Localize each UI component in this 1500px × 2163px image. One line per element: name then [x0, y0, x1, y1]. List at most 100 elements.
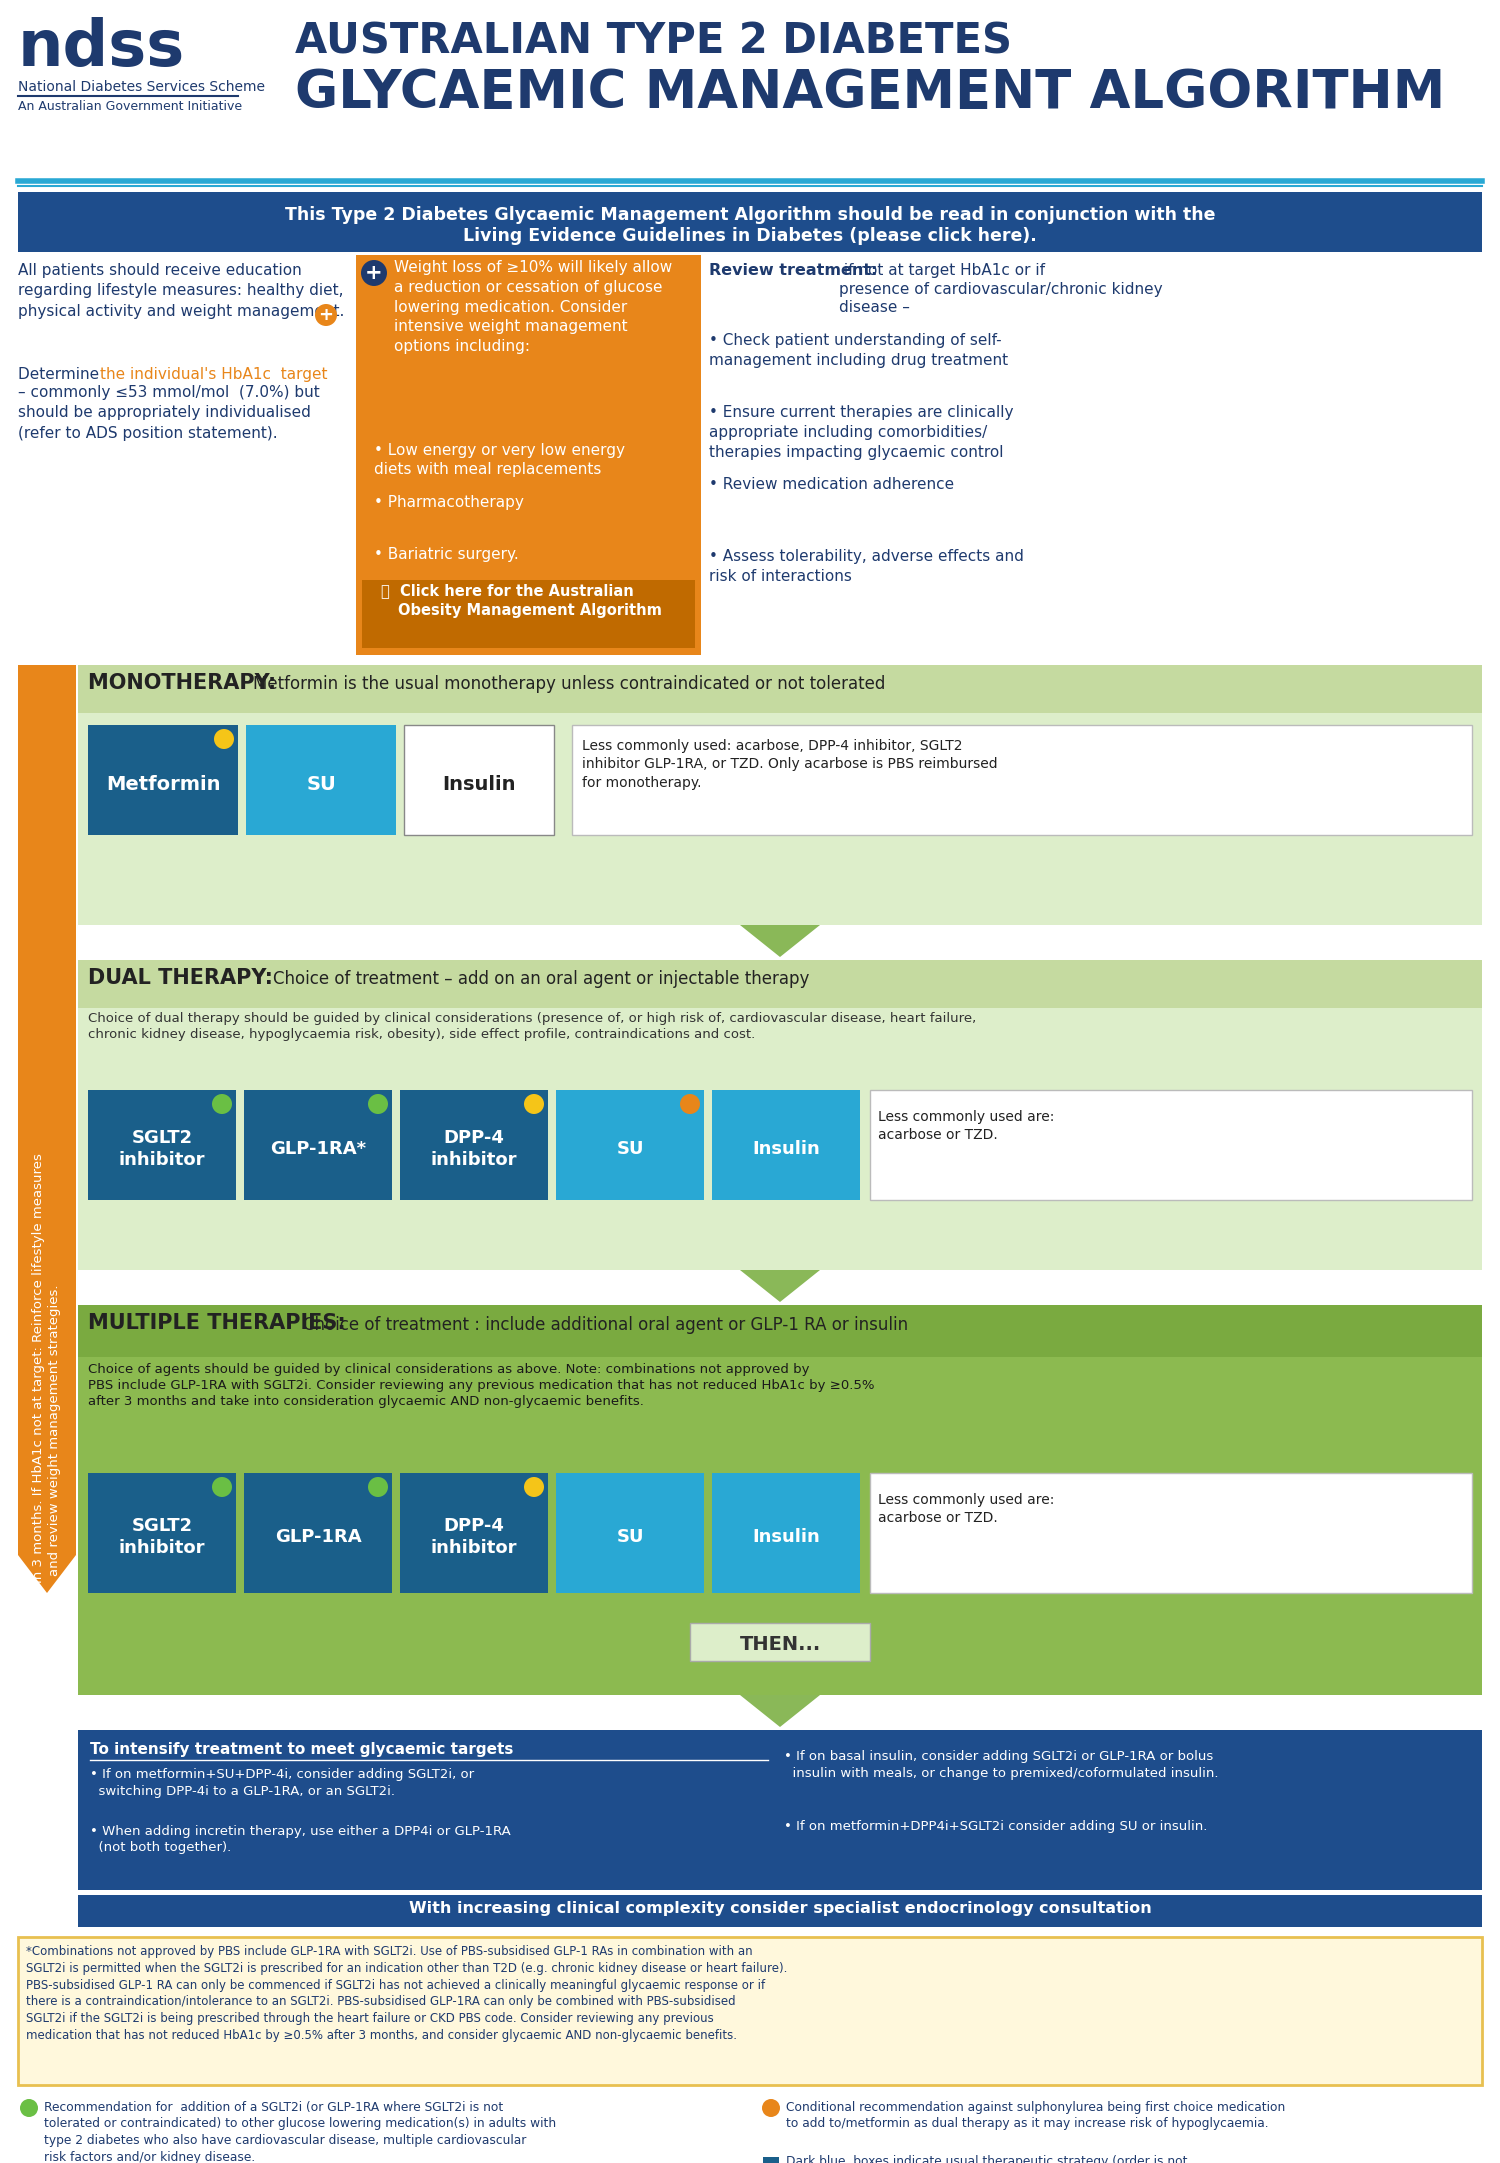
- Bar: [18, 664, 76, 1555]
- Bar: [88, 1090, 236, 1200]
- Text: Choice of agents should be guided by clinical considerations as above. Note: com: Choice of agents should be guided by cli…: [88, 1363, 874, 1408]
- Text: Review treatment in 3 months. If HbA1c not at target: Reinforce lifestyle measur: Review treatment in 3 months. If HbA1c n…: [33, 1153, 62, 1707]
- Circle shape: [368, 1477, 388, 1497]
- Bar: [764, 2157, 778, 2163]
- Text: Less commonly used are:
acarbose or TZD.: Less commonly used are: acarbose or TZD.: [878, 1492, 1054, 1525]
- Text: National Diabetes Services Scheme: National Diabetes Services Scheme: [18, 80, 266, 93]
- Bar: [870, 1090, 1472, 1200]
- Polygon shape: [740, 1696, 821, 1726]
- Bar: [78, 960, 1482, 1270]
- Text: Choice of dual therapy should be guided by clinical considerations (presence of,: Choice of dual therapy should be guided …: [88, 1012, 977, 1040]
- Text: ndss: ndss: [18, 17, 186, 80]
- Circle shape: [211, 1094, 232, 1114]
- Bar: [556, 1473, 704, 1592]
- Text: • Low energy or very low energy
diets with meal replacements: • Low energy or very low energy diets wi…: [374, 443, 626, 478]
- Text: 👌  Click here for the Australian: 👌 Click here for the Australian: [381, 584, 633, 597]
- Text: With increasing clinical complexity consider specialist endocrinology consultati: With increasing clinical complexity cons…: [408, 1901, 1152, 1916]
- Text: Choice of treatment : include additional oral agent or GLP-1 RA or insulin: Choice of treatment : include additional…: [303, 1315, 908, 1335]
- Text: Insulin: Insulin: [752, 1140, 820, 1157]
- Polygon shape: [740, 926, 821, 956]
- Text: • When adding incretin therapy, use either a DPP4i or GLP-1RA
  (not both togeth: • When adding incretin therapy, use eith…: [90, 1826, 510, 1854]
- Text: the individual's HbA1c  target: the individual's HbA1c target: [100, 368, 327, 383]
- Text: if not at target HbA1c or if
presence of cardiovascular/chronic kidney
disease –: if not at target HbA1c or if presence of…: [839, 264, 1162, 316]
- Text: AUSTRALIAN TYPE 2 DIABETES: AUSTRALIAN TYPE 2 DIABETES: [296, 19, 1012, 63]
- Text: – commonly ≤53 mmol/mol  (7.0%) but
should be appropriately individualised
(refe: – commonly ≤53 mmol/mol (7.0%) but shoul…: [18, 385, 320, 441]
- Text: • If on metformin+DPP4i+SGLT2i consider adding SU or insulin.: • If on metformin+DPP4i+SGLT2i consider …: [784, 1819, 1208, 1832]
- Circle shape: [524, 1477, 544, 1497]
- Text: GLP-1RA: GLP-1RA: [274, 1527, 362, 1547]
- Bar: [244, 1473, 392, 1592]
- Circle shape: [315, 305, 338, 327]
- Text: • Review medication adherence: • Review medication adherence: [710, 478, 954, 491]
- Bar: [78, 1730, 1482, 1890]
- Text: Metformin is the usual monotherapy unless contraindicated or not tolerated: Metformin is the usual monotherapy unles…: [254, 675, 885, 692]
- Text: SU: SU: [306, 774, 336, 794]
- Text: Conditional recommendation against sulphonylurea being first choice medication
t: Conditional recommendation against sulph…: [786, 2100, 1286, 2131]
- Text: Weight loss of ≥10% will likely allow
a reduction or cessation of glucose
loweri: Weight loss of ≥10% will likely allow a …: [394, 260, 672, 355]
- Circle shape: [362, 260, 387, 286]
- Polygon shape: [18, 1555, 76, 1592]
- Text: • If on basal insulin, consider adding SGLT2i or GLP-1RA or bolus
  insulin with: • If on basal insulin, consider adding S…: [784, 1750, 1218, 1780]
- Bar: [404, 725, 554, 835]
- Bar: [356, 255, 700, 655]
- Bar: [78, 664, 1482, 926]
- Text: DUAL THERAPY:: DUAL THERAPY:: [88, 969, 280, 988]
- Circle shape: [762, 2098, 780, 2118]
- Text: DPP-4
inhibitor: DPP-4 inhibitor: [430, 1516, 518, 1557]
- Polygon shape: [740, 1270, 821, 1302]
- Circle shape: [368, 1094, 388, 1114]
- Bar: [88, 1473, 236, 1592]
- Text: Metformin: Metformin: [105, 774, 220, 794]
- Text: Recommendation for  addition of a SGLT2i (or GLP-1RA where SGLT2i is not
tolerat: Recommendation for addition of a SGLT2i …: [44, 2100, 556, 2163]
- Text: An Australian Government Initiative: An Australian Government Initiative: [18, 99, 242, 112]
- Text: +: +: [318, 305, 333, 324]
- Text: MONOTHERAPY:: MONOTHERAPY:: [88, 673, 284, 692]
- Text: GLP-1RA*: GLP-1RA*: [270, 1140, 366, 1157]
- Text: • If on metformin+SU+DPP-4i, consider adding SGLT2i, or
  switching DPP-4i to a : • If on metformin+SU+DPP-4i, consider ad…: [90, 1767, 474, 1797]
- Text: +: +: [364, 264, 382, 283]
- Text: Insulin: Insulin: [752, 1527, 820, 1547]
- Bar: [78, 960, 1482, 1008]
- Text: • Check patient understanding of self-
management including drug treatment: • Check patient understanding of self- m…: [710, 333, 1008, 368]
- Text: Less commonly used are:
acarbose or TZD.: Less commonly used are: acarbose or TZD.: [878, 1110, 1054, 1142]
- Text: Dark blue  boxes indicate usual therapeutic strategy (order is not
meant to deno: Dark blue boxes indicate usual therapeut…: [786, 2154, 1278, 2163]
- Text: Less commonly used: acarbose, DPP-4 inhibitor, SGLT2
inhibitor GLP-1RA, or TZD. : Less commonly used: acarbose, DPP-4 inhi…: [582, 740, 998, 789]
- Bar: [572, 725, 1472, 835]
- Text: • Assess tolerability, adverse effects and
risk of interactions: • Assess tolerability, adverse effects a…: [710, 549, 1024, 584]
- Text: *Combinations not approved by PBS include GLP-1RA with SGLT2i. Use of PBS-subsid: *Combinations not approved by PBS includ…: [26, 1945, 788, 2042]
- Text: Choice of treatment – add on an oral agent or injectable therapy: Choice of treatment – add on an oral age…: [273, 969, 810, 988]
- Bar: [18, 193, 1482, 253]
- Bar: [78, 1304, 1482, 1696]
- Text: DPP-4
inhibitor: DPP-4 inhibitor: [430, 1129, 518, 1168]
- Text: SU: SU: [616, 1527, 644, 1547]
- Bar: [712, 1090, 860, 1200]
- Bar: [362, 580, 694, 649]
- Circle shape: [20, 2098, 38, 2118]
- Text: Insulin: Insulin: [442, 774, 516, 794]
- Text: Determine: Determine: [18, 368, 104, 383]
- Bar: [78, 1304, 1482, 1356]
- Text: SGLT2
inhibitor: SGLT2 inhibitor: [118, 1129, 206, 1168]
- Bar: [244, 1090, 392, 1200]
- Text: • Pharmacotherapy: • Pharmacotherapy: [374, 495, 524, 510]
- Text: Review treatment:: Review treatment:: [710, 264, 878, 279]
- Circle shape: [211, 1477, 232, 1497]
- Bar: [88, 725, 238, 835]
- Text: MULTIPLE THERAPIES:: MULTIPLE THERAPIES:: [88, 1313, 352, 1332]
- Bar: [78, 664, 1482, 714]
- Bar: [18, 1938, 1482, 2085]
- Bar: [870, 1473, 1472, 1592]
- Text: • Bariatric surgery.: • Bariatric surgery.: [374, 547, 519, 562]
- Text: SGLT2
inhibitor: SGLT2 inhibitor: [118, 1516, 206, 1557]
- Text: To intensify treatment to meet glycaemic targets: To intensify treatment to meet glycaemic…: [90, 1741, 513, 1756]
- Bar: [78, 1895, 1482, 1927]
- Text: • Ensure current therapies are clinically
appropriate including comorbidities/
t: • Ensure current therapies are clinicall…: [710, 404, 1014, 459]
- Text: Living Evidence Guidelines in Diabetes (please click here).: Living Evidence Guidelines in Diabetes (…: [464, 227, 1036, 244]
- Bar: [712, 1473, 860, 1592]
- Text: Obesity Management Algorithm: Obesity Management Algorithm: [398, 603, 662, 619]
- Bar: [400, 1090, 548, 1200]
- Circle shape: [524, 1094, 544, 1114]
- Circle shape: [214, 729, 234, 748]
- Text: SU: SU: [616, 1140, 644, 1157]
- Bar: [18, 2094, 1482, 2163]
